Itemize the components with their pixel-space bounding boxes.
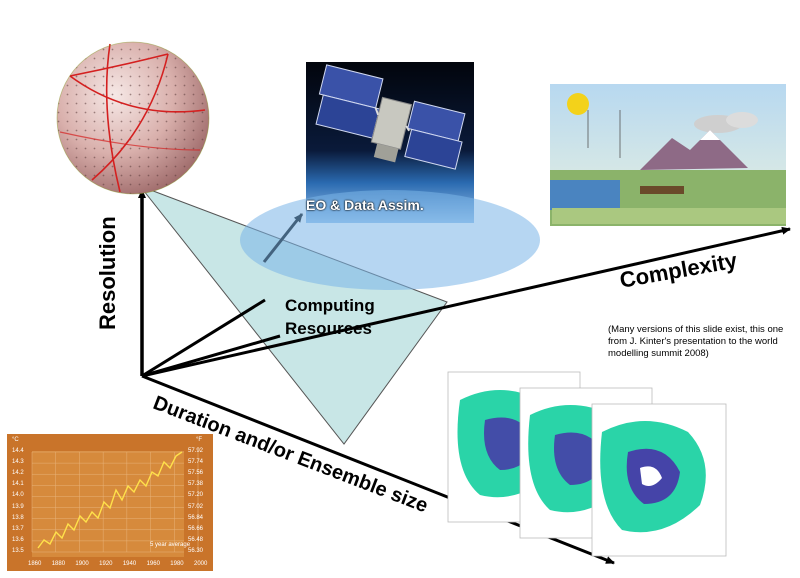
celsius-tick: 14.0 (12, 492, 24, 499)
computing-resources-label-line1: Computing (285, 296, 375, 315)
triangle-spoke-lower (141, 334, 281, 378)
fahrenheit-tick: 57.20 (188, 492, 204, 499)
fahrenheit-tick: 57.92 (188, 448, 204, 454)
field-map-3 (591, 403, 727, 557)
resolution-axis-label: Resolution (95, 216, 120, 330)
celsius-tick: 14.2 (12, 470, 24, 477)
fahrenheit-tick: 56.48 (188, 536, 204, 543)
model-field-maps-icon (447, 371, 727, 557)
year-tick: 1860 (28, 561, 42, 567)
year-tick: 1880 (51, 561, 66, 567)
year-tick: 2000 (194, 561, 208, 567)
fahrenheit-tick: 57.02 (188, 503, 204, 510)
satellite-icon (240, 62, 540, 290)
fahrenheit-unit-label: °F (196, 437, 203, 443)
temperature-chart-icon (7, 434, 213, 571)
climate-system-illustration-icon (550, 84, 786, 226)
celsius-tick: 13.7 (12, 525, 24, 532)
complexity-axis (141, 226, 791, 378)
celsius-tick: 14.4 (12, 448, 24, 454)
year-tick: 1920 (99, 561, 113, 567)
attribution-note: (Many versions of this slide exist, this… (608, 324, 798, 360)
year-tick: 1960 (146, 561, 160, 567)
fahrenheit-tick: 57.56 (188, 470, 204, 477)
globe-icosahedral-grid-icon (56, 41, 210, 195)
fahrenheit-tick: 56.66 (188, 525, 204, 532)
note-line-1: (Many versions of this slide exist, this… (608, 324, 784, 335)
celsius-tick: 13.5 (12, 548, 24, 554)
year-tick: 1940 (122, 561, 137, 567)
fahrenheit-tick: 57.74 (188, 459, 204, 466)
year-tick: 1900 (75, 561, 89, 567)
year-tick: 1980 (170, 561, 184, 567)
triangle-spoke-upper (141, 298, 266, 378)
fahrenheit-tick: 56.84 (188, 514, 204, 521)
celsius-tick: 13.8 (12, 514, 24, 521)
fahrenheit-tick: 57.38 (188, 481, 204, 488)
computing-resources-label-line2: Resources (285, 319, 372, 338)
note-line-3: modelling summit 2008) (608, 348, 709, 359)
celsius-unit-label: °C (12, 437, 19, 443)
celsius-tick: 13.9 (12, 503, 24, 510)
celsius-tick: 13.6 (12, 536, 24, 543)
chart-legend-label: 5 year average (150, 542, 191, 548)
fahrenheit-tick: 56.30 (188, 548, 204, 554)
note-line-2: from J. Kinter's presentation to the wor… (608, 336, 778, 347)
eo-data-assim-label: EO & Data Assim. (306, 197, 424, 213)
celsius-tick: 14.1 (12, 481, 24, 488)
celsius-tick: 14.3 (12, 459, 24, 466)
